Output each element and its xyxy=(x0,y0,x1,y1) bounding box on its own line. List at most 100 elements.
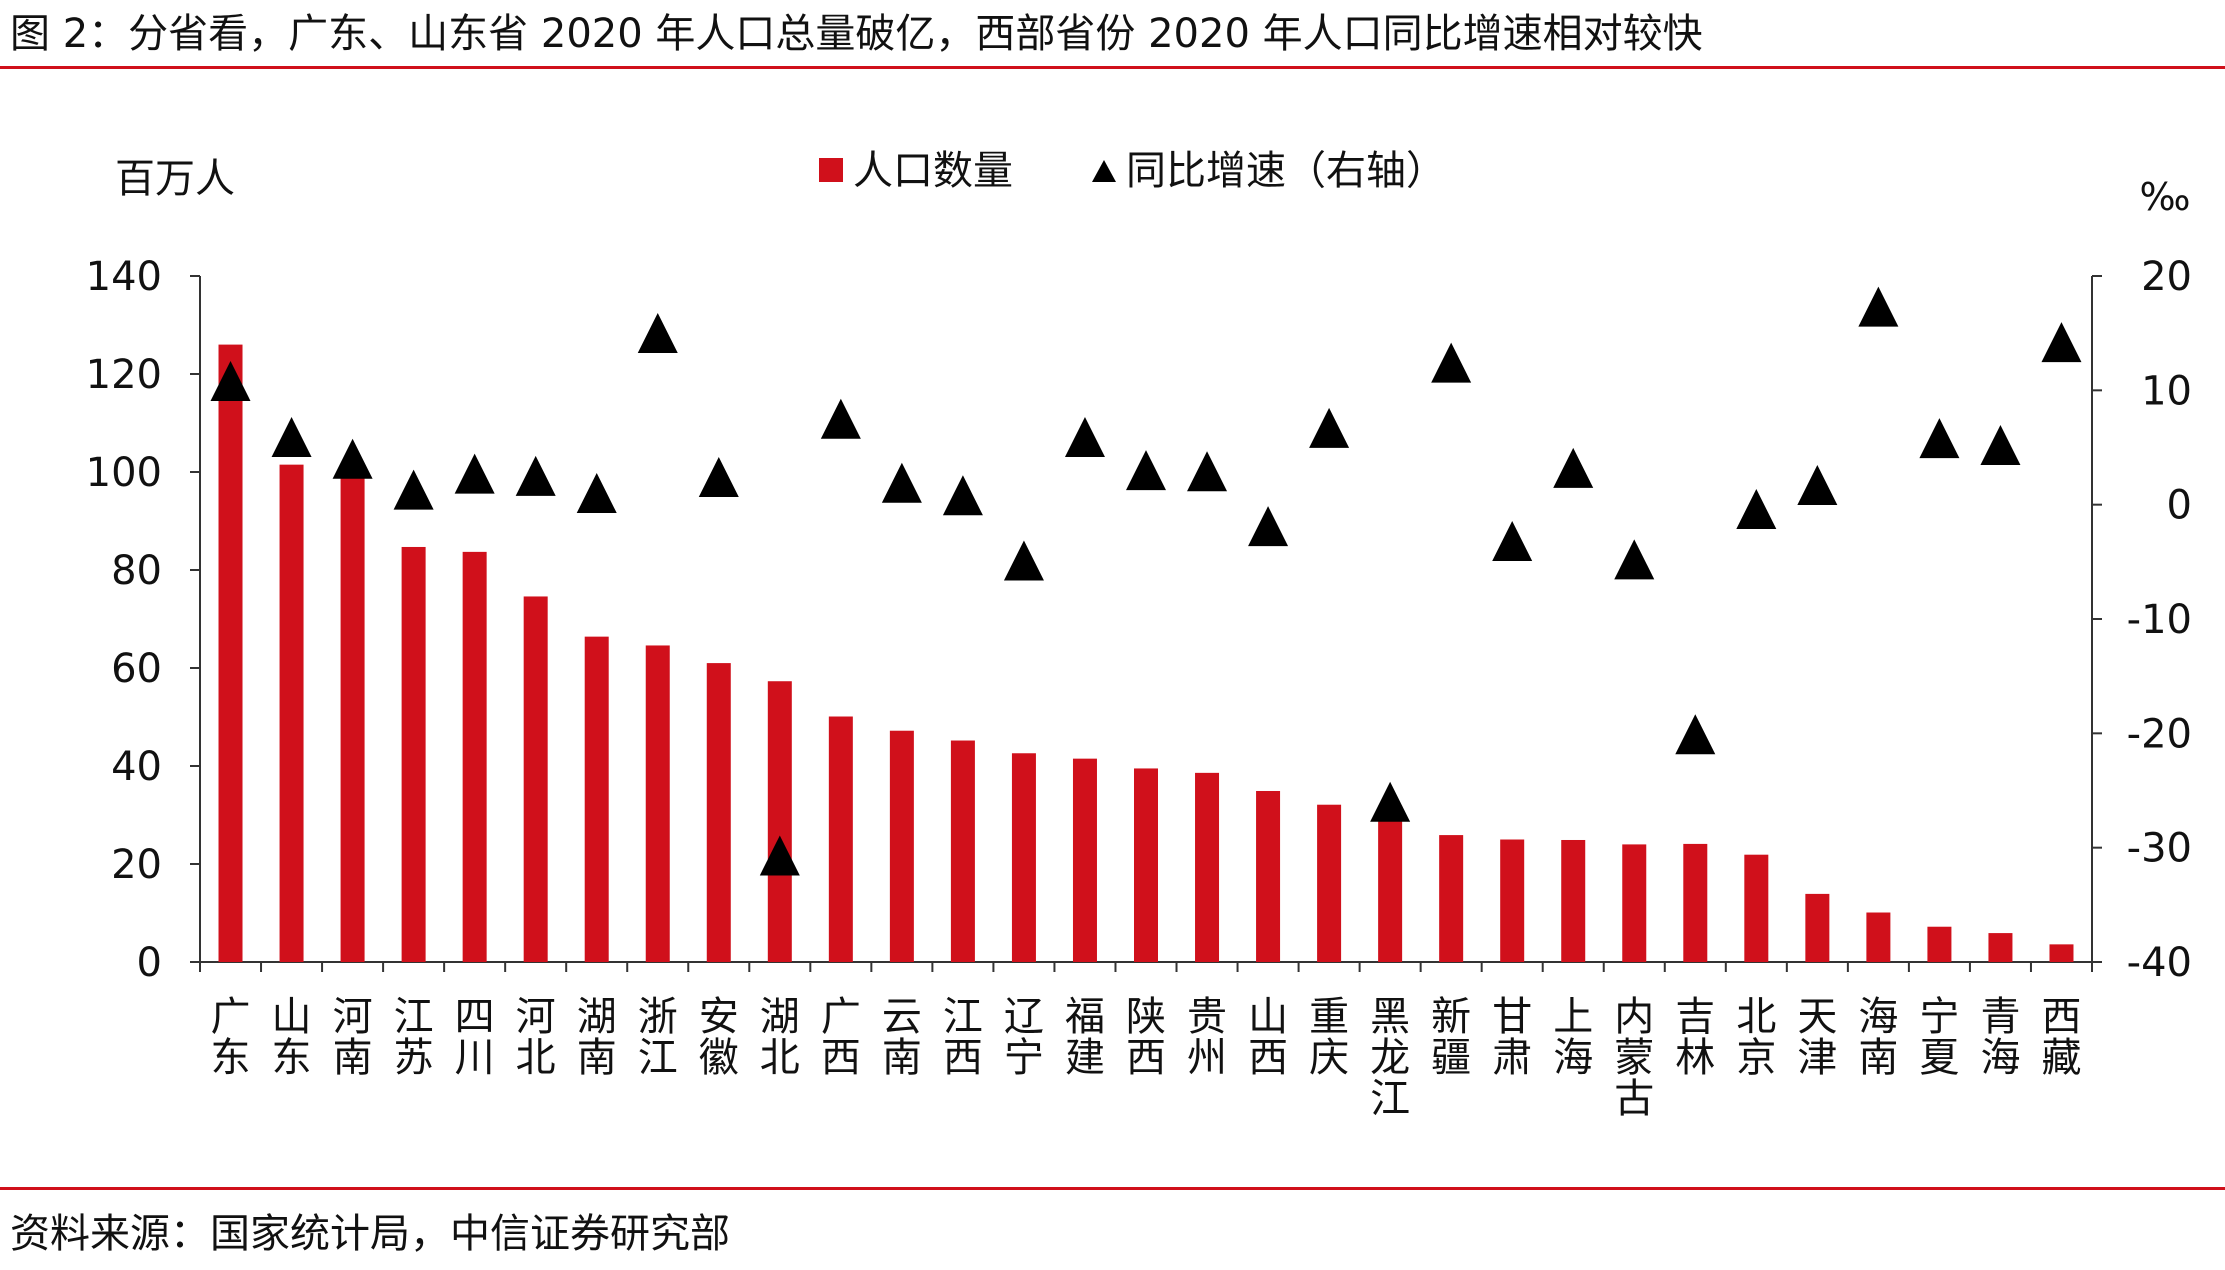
category-label: 内蒙古 xyxy=(1614,994,1654,1122)
point-北京 xyxy=(1736,489,1777,530)
category-label: 天津 xyxy=(1797,994,1837,1081)
bar-江西 xyxy=(950,740,975,962)
source-note: 资料来源：国家统计局，中信证券研究部 xyxy=(10,1211,730,1257)
top-rule xyxy=(0,66,2225,69)
bar-宁夏 xyxy=(1927,926,1952,962)
left-tick-label: 100 xyxy=(86,450,162,496)
right-tick-label: 10 xyxy=(2141,368,2192,414)
left-tick-label: 120 xyxy=(86,352,162,398)
left-tick-label: 60 xyxy=(111,646,162,692)
point-河南 xyxy=(332,438,373,479)
bar-重庆 xyxy=(1317,804,1342,962)
point-湖南 xyxy=(576,473,617,514)
bar-安徽 xyxy=(706,663,731,962)
legend-bar-swatch xyxy=(819,158,843,182)
bar-云南 xyxy=(889,730,914,962)
category-label: 黑龙江 xyxy=(1370,994,1410,1122)
bar-湖北 xyxy=(767,681,792,962)
category-label: 北京 xyxy=(1736,994,1776,1081)
category-label: 江苏 xyxy=(394,994,434,1081)
category-label: 青海 xyxy=(1980,994,2020,1081)
point-甘肃 xyxy=(1492,521,1533,562)
category-label: 广东 xyxy=(211,994,251,1081)
category-label: 江西 xyxy=(943,994,983,1081)
left-tick-label: 20 xyxy=(111,842,162,888)
category-label: 山西 xyxy=(1248,994,1288,1081)
point-宁夏 xyxy=(1919,418,1960,459)
left-tick-label: 0 xyxy=(137,940,162,986)
point-西藏 xyxy=(2041,322,2082,363)
bar-山东 xyxy=(279,464,304,962)
category-label: 吉林 xyxy=(1675,994,1715,1081)
point-广西 xyxy=(820,398,861,439)
bar-四川 xyxy=(462,551,487,962)
left-axis-label: 百万人 xyxy=(115,156,235,202)
point-内蒙古 xyxy=(1614,539,1655,580)
point-重庆 xyxy=(1309,407,1350,448)
point-四川 xyxy=(454,453,495,494)
point-广东 xyxy=(210,360,251,401)
bar-内蒙古 xyxy=(1622,844,1647,962)
bar-series xyxy=(218,344,2074,963)
category-label: 广西 xyxy=(821,994,861,1081)
bar-甘肃 xyxy=(1500,839,1525,962)
left-tick-label: 40 xyxy=(111,744,162,790)
category-label: 福建 xyxy=(1065,994,1105,1081)
point-贵州 xyxy=(1187,451,1228,492)
bar-山西 xyxy=(1256,790,1281,962)
bar-河南 xyxy=(340,474,365,962)
axes: 0 20 40 60 80 100 120 140 -40 -30 -20 -10 0 10 20 百万人 ‰ xyxy=(86,156,2192,986)
triangle-series xyxy=(210,286,2082,876)
category-label: 湖南 xyxy=(577,994,617,1081)
point-新疆 xyxy=(1431,342,1472,383)
category-label: 湖北 xyxy=(760,994,800,1081)
bar-上海 xyxy=(1561,839,1586,962)
point-江西 xyxy=(942,475,983,516)
left-tick-label: 80 xyxy=(111,548,162,594)
category-label: 海南 xyxy=(1858,994,1898,1081)
category-label: 辽宁 xyxy=(1004,994,1044,1081)
bar-湖南 xyxy=(584,636,609,962)
legend-triangle-label: 同比增速（右轴） xyxy=(1126,148,1446,194)
bar-北京 xyxy=(1744,854,1769,962)
point-山东 xyxy=(271,416,312,457)
point-青海 xyxy=(1980,424,2021,465)
bar-浙江 xyxy=(645,645,670,962)
category-label: 浙江 xyxy=(638,994,678,1081)
bar-黑龙江 xyxy=(1378,805,1403,962)
bar-青海 xyxy=(1988,933,2013,962)
right-tick-label: 0 xyxy=(2167,483,2192,529)
point-河北 xyxy=(515,455,556,496)
figure-title: 图 2：分省看，广东、山东省 2020 年人口总量破亿，西部省份 2020 年人… xyxy=(10,11,1703,57)
point-山西 xyxy=(1248,506,1289,547)
category-label: 新疆 xyxy=(1431,994,1471,1081)
category-label: 上海 xyxy=(1553,994,1593,1081)
bar-海南 xyxy=(1866,912,1891,962)
bar-江苏 xyxy=(401,546,426,962)
bar-吉林 xyxy=(1683,843,1708,962)
point-天津 xyxy=(1797,465,1838,506)
right-tick-label: 20 xyxy=(2141,254,2192,300)
bar-西藏 xyxy=(2049,944,2074,962)
bar-广东 xyxy=(218,344,243,963)
category-label: 河南 xyxy=(333,994,373,1081)
point-上海 xyxy=(1553,447,1594,488)
point-安徽 xyxy=(698,457,739,497)
category-labels: 广东山东河南江苏四川河北湖南浙江安徽湖北广西云南江西辽宁福建陕西贵州山西重庆黑龙… xyxy=(211,994,2082,1122)
point-吉林 xyxy=(1675,714,1716,755)
point-辽宁 xyxy=(1003,540,1044,581)
point-海南 xyxy=(1858,286,1899,327)
right-tick-label: -40 xyxy=(2127,940,2192,986)
category-label: 西藏 xyxy=(2041,994,2081,1081)
point-陕西 xyxy=(1126,450,1166,491)
category-label: 陕西 xyxy=(1126,994,1166,1081)
bar-福建 xyxy=(1072,758,1097,962)
bar-辽宁 xyxy=(1011,753,1036,962)
right-axis-label: ‰ xyxy=(2140,175,2191,219)
category-label: 重庆 xyxy=(1309,994,1349,1081)
legend-bar-label: 人口数量 xyxy=(853,148,1013,194)
category-label: 安徽 xyxy=(699,994,739,1081)
bar-贵州 xyxy=(1195,772,1220,962)
left-tick-label: 140 xyxy=(86,254,162,300)
